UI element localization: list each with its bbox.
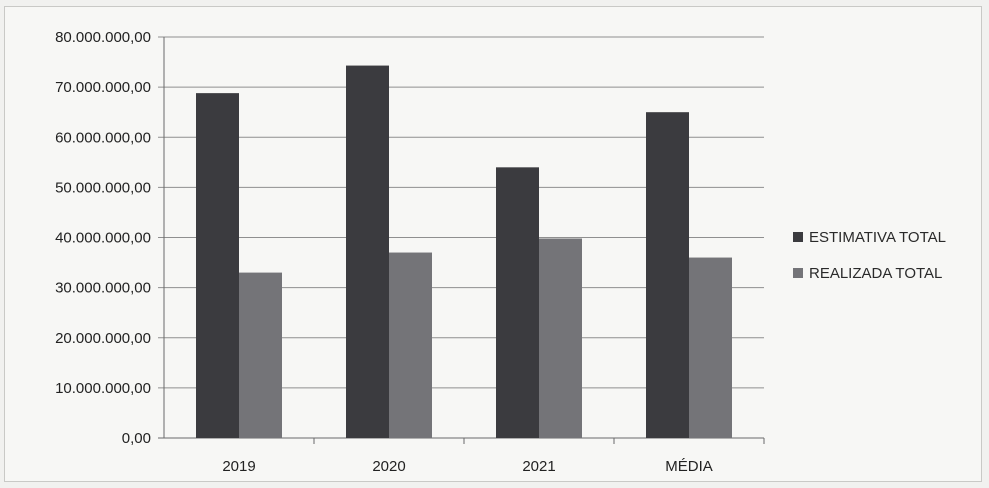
bar-estimativa bbox=[496, 167, 539, 438]
x-tick-label: 2019 bbox=[222, 458, 255, 475]
bar-estimativa bbox=[196, 93, 239, 438]
chart-frame bbox=[4, 6, 982, 482]
y-tick-label: 30.000.000,00 bbox=[55, 280, 151, 297]
y-tick-label: 50.000.000,00 bbox=[55, 179, 151, 196]
y-tick-label: 0,00 bbox=[122, 430, 151, 447]
bar-realizada bbox=[389, 252, 432, 438]
y-tick-label: 70.000.000,00 bbox=[55, 79, 151, 96]
bar-realizada bbox=[239, 272, 282, 438]
y-tick-label: 60.000.000,00 bbox=[55, 129, 151, 146]
x-tick-label: MÉDIA bbox=[665, 458, 713, 475]
x-tick-label: 2020 bbox=[372, 458, 405, 475]
y-tick-label: 40.000.000,00 bbox=[55, 230, 151, 247]
bar-estimativa bbox=[646, 112, 689, 438]
bar-realizada bbox=[539, 238, 582, 438]
bars bbox=[196, 65, 732, 438]
bar-realizada bbox=[689, 257, 732, 438]
legend-item-estimativa: ESTIMATIVA TOTAL bbox=[793, 226, 946, 248]
y-tick-label: 20.000.000,00 bbox=[55, 330, 151, 347]
bar-estimativa bbox=[346, 65, 389, 438]
y-tick-label: 10.000.000,00 bbox=[55, 380, 151, 397]
legend: ESTIMATIVA TOTAL REALIZADA TOTAL bbox=[793, 226, 946, 298]
legend-swatch bbox=[793, 268, 803, 278]
x-axis-ticks: 2019 2020 2021 MÉDIA bbox=[222, 438, 765, 475]
legend-label: REALIZADA TOTAL bbox=[809, 264, 943, 282]
legend-label: ESTIMATIVA TOTAL bbox=[809, 228, 946, 246]
legend-item-realizada: REALIZADA TOTAL bbox=[793, 262, 946, 284]
legend-swatch bbox=[793, 232, 803, 242]
x-tick-label: 2021 bbox=[522, 458, 555, 475]
y-axis-ticks: 0,00 10.000.000,00 20.000.000,00 30.000.000… bbox=[55, 29, 151, 447]
y-tick-label: 80.000.000,00 bbox=[55, 29, 151, 46]
